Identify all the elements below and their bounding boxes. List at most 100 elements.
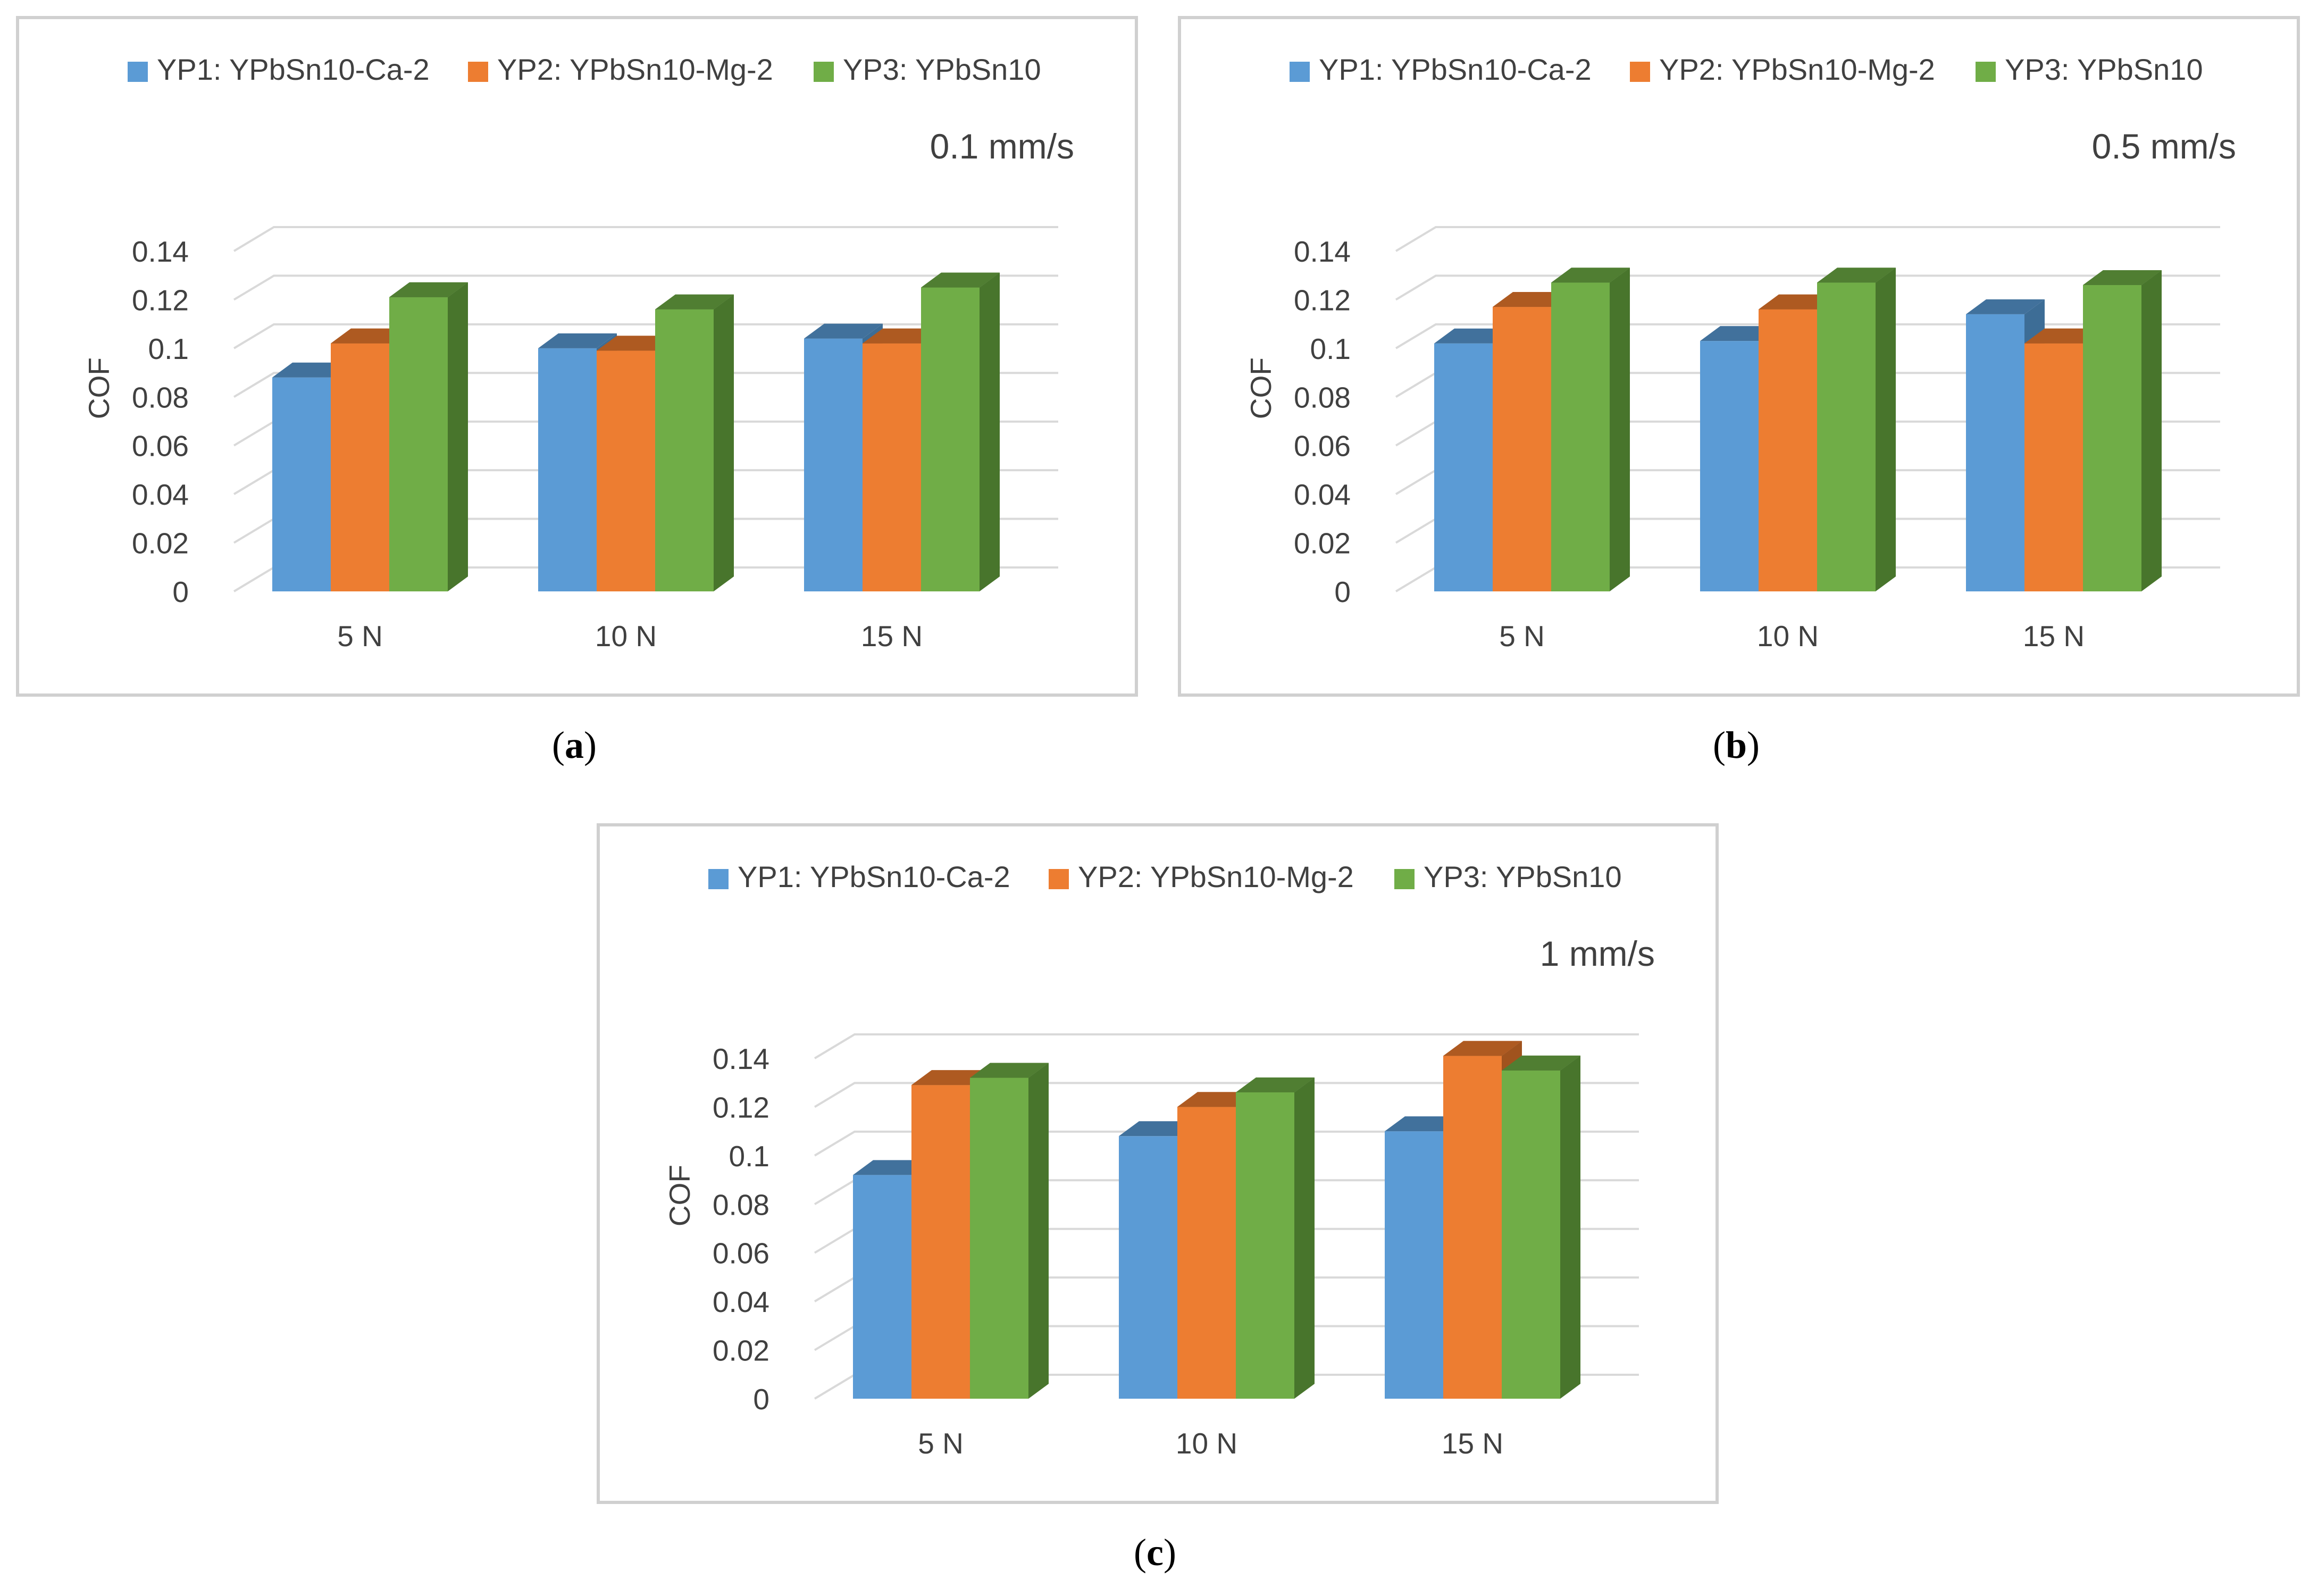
y-axis-label: COF (1244, 357, 1277, 419)
legend-swatch (468, 62, 488, 82)
bar-front (538, 348, 597, 591)
y-tick-label: 0.12 (1294, 283, 1351, 316)
bar-front-overlay (389, 297, 448, 591)
legend-swatch (1049, 869, 1069, 889)
bar-top-overlay (655, 294, 734, 310)
gridline (233, 372, 1058, 398)
bar-front-overlay (863, 343, 921, 591)
legend: YP1: YPbSn10-Ca-2 YP2: YPbSn10-Mg-2 YP3: Y… (128, 53, 1041, 86)
legend-label: YP1: YPbSn10-Ca-2 (157, 53, 430, 86)
gridline (1395, 226, 2220, 252)
gridlines (233, 226, 1058, 592)
bar-front-overlay (1817, 282, 1876, 591)
bar-front (853, 1175, 911, 1399)
bar-side (980, 272, 1000, 591)
gridline (1395, 323, 2220, 349)
caption-a: (a) (552, 724, 597, 766)
gridline (1395, 274, 2220, 301)
bar-front-overlay (2083, 285, 2141, 591)
bar-front (1700, 341, 1759, 591)
legend: YP1: YPbSn10-Ca-2 YP2: YPbSn10-Mg-2 YP3: Y… (1290, 53, 2203, 86)
legend-swatch (1394, 869, 1415, 889)
chart-panel-c: 0 0.02 0.04 0.06 0.08 0.1 0.12 0.14 COF 1 mm/s YP1… (597, 823, 1719, 1504)
legend-swatch (128, 62, 148, 82)
bar-side (1294, 1077, 1315, 1399)
y-tick-label: 0 (1334, 575, 1351, 608)
caption-c-letter: c (1147, 1531, 1164, 1574)
legend-label: YP3: YPbSn10 (1424, 860, 1622, 893)
speed-annotation: 0.5 mm/s (2092, 127, 2236, 166)
legend-swatch (1290, 62, 1310, 82)
bar-top-overlay (970, 1063, 1049, 1078)
bar-front (1966, 314, 2024, 591)
bar-top-overlay (1817, 268, 1896, 283)
bar-front-overlay (970, 1077, 1028, 1399)
gridline (814, 1082, 1639, 1108)
legend-label: YP2: YPbSn10-Mg-2 (497, 53, 773, 86)
y-tick-label: 0.08 (1294, 381, 1351, 414)
bar-side (448, 282, 468, 591)
legend-swatch (708, 869, 729, 889)
bar-top-overlay (1551, 268, 1630, 283)
gridline (233, 274, 1058, 301)
gridline (233, 226, 1058, 252)
legend-label: YP1: YPbSn10-Ca-2 (738, 860, 1010, 893)
bar (1966, 299, 2045, 591)
bar-front-overlay (921, 287, 980, 591)
y-tick-label: 0.04 (1294, 478, 1351, 511)
bars (272, 272, 1000, 591)
y-tick-label: 0 (172, 575, 189, 608)
y-tick-label: 0.1 (148, 332, 189, 365)
chart-panel-a: 0 0.02 0.04 0.06 0.08 0.1 0.12 0.14 COF 0.1 mm/s Y… (16, 16, 1138, 697)
y-tick-label: 0.14 (1294, 235, 1351, 268)
x-category-label: 10 N (1757, 620, 1819, 653)
bar-front-overlay (655, 309, 714, 591)
caption-a-letter: a (565, 724, 584, 766)
bar-side (714, 294, 734, 591)
bar-top-overlay (1502, 1055, 1580, 1071)
legend-swatch (814, 62, 834, 82)
gridline (814, 1130, 1639, 1157)
bar-side (1028, 1063, 1049, 1399)
x-category-label: 15 N (861, 620, 923, 653)
bar-front-overlay (1551, 282, 1610, 591)
y-tick-label: 0.06 (1294, 430, 1351, 463)
bar-top (804, 323, 883, 339)
y-tick-label: 0.04 (132, 478, 189, 511)
caption-c: (c) (1134, 1531, 1176, 1574)
bar-top-overlay (1236, 1077, 1315, 1092)
bar-top-overlay (2083, 270, 2162, 285)
bar-top (538, 333, 617, 348)
y-tick-label: 0.06 (132, 430, 189, 463)
bar-front (272, 377, 331, 591)
bar-front-overlay (1177, 1107, 1236, 1399)
legend-label: YP3: YPbSn10 (843, 53, 1041, 86)
y-tick-label: 0 (753, 1383, 769, 1416)
caption-b: (b) (1712, 724, 1760, 766)
legend-label: YP2: YPbSn10-Mg-2 (1078, 860, 1354, 893)
y-tick-label: 0.02 (713, 1334, 769, 1367)
y-tick-label: 0.04 (713, 1285, 769, 1318)
y-axis-label: COF (82, 357, 115, 419)
caption-b-letter: b (1725, 724, 1747, 766)
bar-front-overlay (1493, 307, 1551, 591)
bar-side (1560, 1055, 1580, 1399)
legend-swatch (1976, 62, 1996, 82)
speed-annotation: 1 mm/s (1540, 934, 1655, 973)
bars (853, 1041, 1580, 1399)
y-tick-label: 0.12 (713, 1091, 769, 1124)
y-tick-label: 0.02 (1294, 527, 1351, 560)
y-tick-label: 0.12 (132, 283, 189, 316)
legend-label: YP3: YPbSn10 (2005, 53, 2203, 86)
bar-front-overlay (1443, 1056, 1502, 1399)
speed-annotation: 0.1 mm/s (930, 127, 1074, 166)
x-category-label: 15 N (1442, 1427, 1503, 1460)
bar-front (1119, 1136, 1177, 1399)
y-tick-label: 0.06 (713, 1237, 769, 1270)
bar-side (1876, 268, 1896, 591)
bar-front-overlay (597, 350, 655, 591)
bar-top-overlay (1443, 1041, 1522, 1056)
y-tick-label: 0.1 (729, 1140, 769, 1173)
bar-top-overlay (921, 272, 1000, 288)
